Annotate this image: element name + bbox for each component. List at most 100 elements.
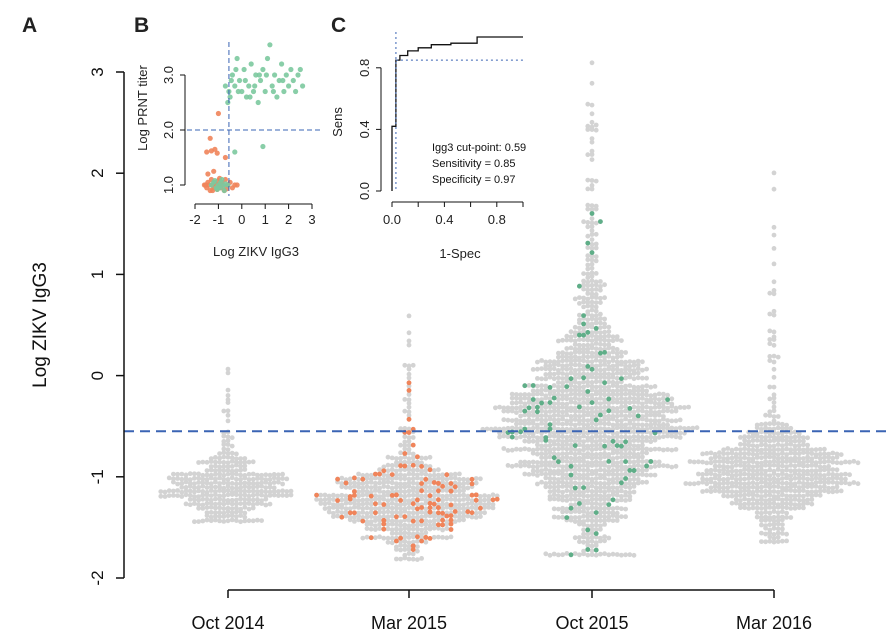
beeswarm-point	[589, 245, 595, 251]
beeswarm-point	[796, 447, 802, 452]
beeswarm-point	[780, 421, 785, 427]
beeswarm-point	[767, 454, 773, 460]
beeswarm-point	[572, 324, 578, 330]
beeswarm-point	[640, 388, 645, 393]
beeswarm-highlight-point	[406, 430, 412, 435]
beeswarm-point	[771, 246, 777, 251]
beeswarm-highlight-point	[410, 462, 416, 468]
beeswarm-point	[473, 480, 479, 486]
beeswarm-point	[560, 414, 565, 419]
beeswarm-point	[771, 288, 777, 293]
beeswarm-point	[589, 350, 595, 356]
beeswarm-point	[767, 510, 773, 516]
beeswarm-point	[234, 497, 239, 503]
beeswarm-highlight-point	[335, 498, 340, 503]
beeswarm-point	[686, 404, 691, 410]
beeswarm-point	[339, 492, 345, 498]
beeswarm-point	[389, 480, 395, 486]
beeswarm-point	[733, 480, 739, 486]
beeswarm-point	[427, 513, 433, 519]
beeswarm-point	[775, 442, 781, 447]
beeswarm-point	[746, 506, 752, 511]
beeswarm-point	[619, 484, 624, 489]
beeswarm-point	[763, 476, 768, 482]
beeswarm-highlight-point	[368, 535, 374, 541]
beeswarm-point	[526, 439, 532, 444]
beeswarm-point	[581, 509, 586, 514]
beeswarm-point	[242, 456, 248, 461]
beeswarm-point	[556, 463, 561, 468]
beeswarm-point	[539, 426, 544, 432]
beeswarm-point	[572, 379, 578, 385]
beeswarm-point	[619, 409, 624, 414]
beeswarm-point	[589, 420, 595, 426]
beeswarm-point	[742, 446, 747, 452]
beeswarm-point	[614, 518, 620, 523]
beeswarm-point	[551, 469, 557, 474]
beeswarm-point	[627, 490, 633, 495]
beeswarm-point	[669, 401, 675, 407]
beeswarm-point	[742, 481, 747, 487]
beeswarm-highlight-point	[627, 406, 633, 411]
beeswarm-point	[775, 425, 781, 431]
beeswarm-point	[644, 413, 649, 419]
beeswarm-point	[398, 467, 403, 473]
panel-b-point	[255, 99, 261, 106]
beeswarm-point	[589, 405, 595, 411]
beeswarm-point	[598, 287, 603, 293]
beeswarm-point	[497, 404, 502, 410]
beeswarm-highlight-point	[427, 536, 433, 541]
beeswarm-point	[288, 488, 294, 494]
beeswarm-point	[572, 413, 578, 419]
beeswarm-point	[482, 497, 487, 503]
beeswarm-point	[217, 514, 223, 519]
beeswarm-point	[415, 518, 420, 524]
beeswarm-point	[406, 342, 412, 348]
beeswarm-point	[526, 410, 532, 415]
beeswarm-point	[229, 501, 235, 507]
beeswarm-point	[556, 388, 561, 393]
beeswarm-point	[368, 485, 374, 491]
beeswarm-point	[581, 439, 586, 445]
beeswarm-point	[593, 371, 599, 377]
beeswarm-point	[826, 451, 831, 457]
beeswarm-point	[581, 468, 586, 473]
beeswarm-point	[398, 547, 403, 553]
beeswarm-point	[598, 346, 603, 352]
beeswarm-point	[738, 455, 743, 461]
beeswarm-point	[602, 468, 607, 473]
beeswarm-point	[457, 481, 462, 487]
beeswarm-point	[530, 468, 536, 474]
beeswarm-point	[733, 458, 739, 464]
beeswarm-highlight-point	[381, 526, 387, 532]
beeswarm-point	[606, 371, 612, 377]
beeswarm-point	[822, 480, 827, 485]
beeswarm-point	[746, 456, 752, 461]
beeswarm-point	[809, 497, 815, 502]
beeswarm-highlight-point	[427, 505, 433, 511]
beeswarm-point	[572, 358, 578, 363]
beeswarm-point	[627, 455, 633, 460]
beeswarm-point	[746, 451, 752, 457]
beeswarm-point	[784, 531, 789, 537]
beeswarm-point	[427, 454, 433, 460]
beeswarm-point	[539, 451, 544, 456]
beeswarm-point	[801, 498, 806, 503]
beeswarm-point	[518, 404, 523, 410]
beeswarm-point	[631, 376, 637, 382]
beeswarm-point	[360, 481, 366, 486]
beeswarm-point	[589, 152, 595, 157]
beeswarm-point	[415, 501, 420, 507]
beeswarm-point	[631, 459, 637, 465]
beeswarm-point	[217, 455, 223, 461]
beeswarm-point	[771, 170, 777, 176]
beeswarm-point	[526, 463, 532, 469]
beeswarm-point	[221, 472, 227, 478]
beeswarm-point	[746, 481, 752, 486]
beeswarm-point	[830, 489, 836, 495]
beeswarm-point	[589, 257, 595, 263]
beeswarm-point	[581, 337, 586, 343]
beeswarm-point	[589, 321, 595, 327]
beeswarm-point	[564, 493, 570, 499]
beeswarm-point	[568, 351, 574, 357]
